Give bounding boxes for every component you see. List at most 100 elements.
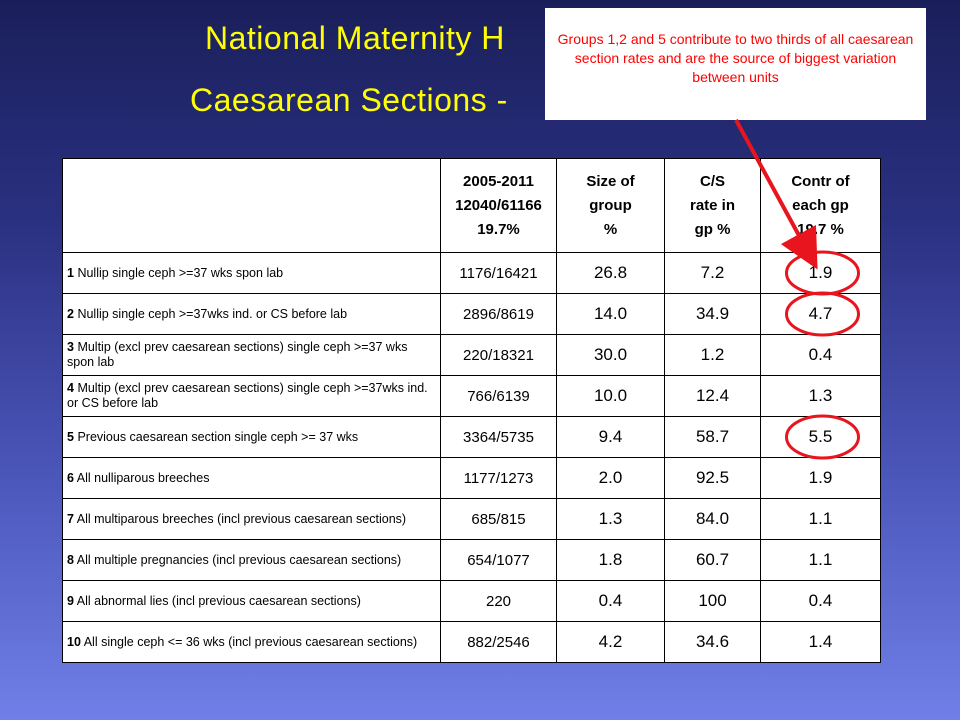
cs-ratio-cell: 3364/5735	[440, 416, 557, 458]
group-size-cell: 10.0	[556, 375, 665, 417]
group-size-cell: 1.3	[556, 498, 665, 540]
group-description-cell: 7 All multiparous breeches (incl previou…	[62, 498, 441, 540]
caesarean-groups-table: 2005-2011 12040/61166 19.7% Size of grou…	[62, 158, 881, 663]
highlight-circle-group-2	[785, 291, 860, 337]
cs-rate-cell: 34.6	[664, 621, 761, 663]
cs-ratio-cell: 2896/8619	[440, 293, 557, 335]
table-row: 6 All nulliparous breeches 1177/1273 2.0 92…	[62, 457, 881, 499]
slide-title-line-2: Caesarean Sections -	[190, 82, 508, 118]
header-text: each gp	[792, 196, 849, 214]
highlight-circles	[785, 250, 860, 460]
group-description-cell: 10 All single ceph <= 36 wks (incl previ…	[62, 621, 441, 663]
contribution-cell: 1.9	[760, 457, 881, 499]
cs-ratio-cell: 1176/16421	[440, 252, 557, 294]
group-number: 10	[67, 634, 81, 649]
header-text: %	[603, 220, 618, 238]
table-row: 7 All multiparous breeches (incl previou…	[62, 498, 881, 540]
group-number: 3	[67, 340, 74, 354]
group-description: All abnormal lies (incl previous caesare…	[76, 593, 361, 608]
group-description: Nullip single ceph >=37 wks spon lab	[77, 265, 284, 280]
highlight-circle-group-1	[785, 250, 860, 296]
group-description: Nullip single ceph >=37wks ind. or CS be…	[77, 306, 348, 321]
header-text: 12040/61166	[455, 196, 542, 214]
highlight-circle-group-5	[785, 414, 860, 460]
group-number: 8	[67, 552, 74, 567]
group-description: All multiparous breeches (incl previous …	[76, 511, 407, 526]
header-contribution: Contr of each gp 19.7 %	[760, 158, 881, 253]
group-size-cell: 26.8	[556, 252, 665, 294]
group-description: All multiple pregnancies (incl previous …	[76, 552, 402, 567]
contribution-cell: 0.4	[760, 334, 881, 376]
table-body: 1 Nullip single ceph >=37 wks spon lab 11…	[62, 252, 881, 663]
cs-rate-cell: 12.4	[664, 375, 761, 417]
header-text: group	[589, 196, 632, 214]
contribution-cell: 4.7	[760, 293, 881, 335]
table-row: 4 Multip (excl prev caesarean sections) …	[62, 375, 881, 417]
group-number: 7	[67, 511, 74, 526]
group-number: 5	[67, 429, 74, 444]
table-row: 10 All single ceph <= 36 wks (incl previ…	[62, 621, 881, 663]
contribution-cell: 1.4	[760, 621, 881, 663]
contribution-cell: 0.4	[760, 580, 881, 622]
group-number: 6	[67, 470, 74, 485]
table-row: 2 Nullip single ceph >=37wks ind. or CS …	[62, 293, 881, 335]
group-size-cell: 14.0	[556, 293, 665, 335]
cs-rate-cell: 7.2	[664, 252, 761, 294]
slide-title-line-1: National Maternity H	[205, 20, 505, 56]
table-row: 1 Nullip single ceph >=37 wks spon lab 11…	[62, 252, 881, 294]
callout-text: Groups 1,2 and 5 contribute to two third…	[557, 31, 914, 85]
group-description: Previous caesarean section single ceph >…	[77, 429, 359, 444]
group-description: Multip (excl prev caesarean sections) si…	[67, 340, 408, 369]
table-row: 9 All abnormal lies (incl previous caesa…	[62, 580, 881, 622]
table-row: 8 All multiple pregnancies (incl previou…	[62, 539, 881, 581]
callout-arrow	[734, 119, 818, 270]
header-text: rate in	[689, 196, 735, 214]
contribution-cell: 1.9	[760, 252, 881, 294]
header-text: Contr of	[791, 172, 850, 190]
table-header-row: 2005-2011 12040/61166 19.7% Size of grou…	[62, 158, 881, 253]
cs-rate-cell: 58.7	[664, 416, 761, 458]
group-description-cell: 1 Nullip single ceph >=37 wks spon lab	[62, 252, 441, 294]
table-row: 5 Previous caesarean section single ceph…	[62, 416, 881, 458]
cs-rate-cell: 60.7	[664, 539, 761, 581]
group-size-cell: 0.4	[556, 580, 665, 622]
group-description: Multip (excl prev caesarean sections) si…	[67, 381, 428, 410]
table-row: 3 Multip (excl prev caesarean sections) …	[62, 334, 881, 376]
callout-box: Groups 1,2 and 5 contribute to two third…	[545, 8, 926, 120]
cs-ratio-cell: 882/2546	[440, 621, 557, 663]
group-description-cell: 2 Nullip single ceph >=37wks ind. or CS …	[62, 293, 441, 335]
group-size-cell: 30.0	[556, 334, 665, 376]
header-text: C/S	[699, 172, 725, 190]
group-number: 1	[67, 265, 74, 280]
group-size-cell: 1.8	[556, 539, 665, 581]
group-size-cell: 4.2	[556, 621, 665, 663]
cs-rate-cell: 84.0	[664, 498, 761, 540]
cs-ratio-cell: 220/18321	[440, 334, 557, 376]
cs-rate-cell: 34.9	[664, 293, 761, 335]
contribution-cell: 1.1	[760, 539, 881, 581]
header-text: 19.7%	[477, 220, 520, 238]
group-size-cell: 2.0	[556, 457, 665, 499]
cs-ratio-cell: 220	[440, 580, 557, 622]
group-number: 9	[67, 593, 74, 608]
cs-ratio-cell: 766/6139	[440, 375, 557, 417]
header-text: gp %	[694, 220, 731, 238]
cs-ratio-cell: 1177/1273	[440, 457, 557, 499]
group-number: 2	[67, 306, 74, 321]
header-text: Size of	[586, 172, 635, 190]
group-description: All nulliparous breeches	[76, 470, 210, 485]
group-description-cell: 4 Multip (excl prev caesarean sections) …	[62, 375, 441, 417]
group-size-cell: 9.4	[556, 416, 665, 458]
header-cs-rate: C/S rate in gp %	[664, 158, 761, 253]
cs-rate-cell: 1.2	[664, 334, 761, 376]
group-description: All single ceph <= 36 wks (incl previous…	[83, 634, 418, 649]
group-description-cell: 5 Previous caesarean section single ceph…	[62, 416, 441, 458]
group-description-cell: 6 All nulliparous breeches	[62, 457, 441, 499]
header-group-description	[62, 158, 441, 253]
cs-ratio-cell: 685/815	[440, 498, 557, 540]
contribution-cell: 5.5	[760, 416, 881, 458]
group-number: 4	[67, 381, 74, 395]
header-size-of-group: Size of group %	[556, 158, 665, 253]
header-text: 2005-2011	[463, 172, 534, 190]
